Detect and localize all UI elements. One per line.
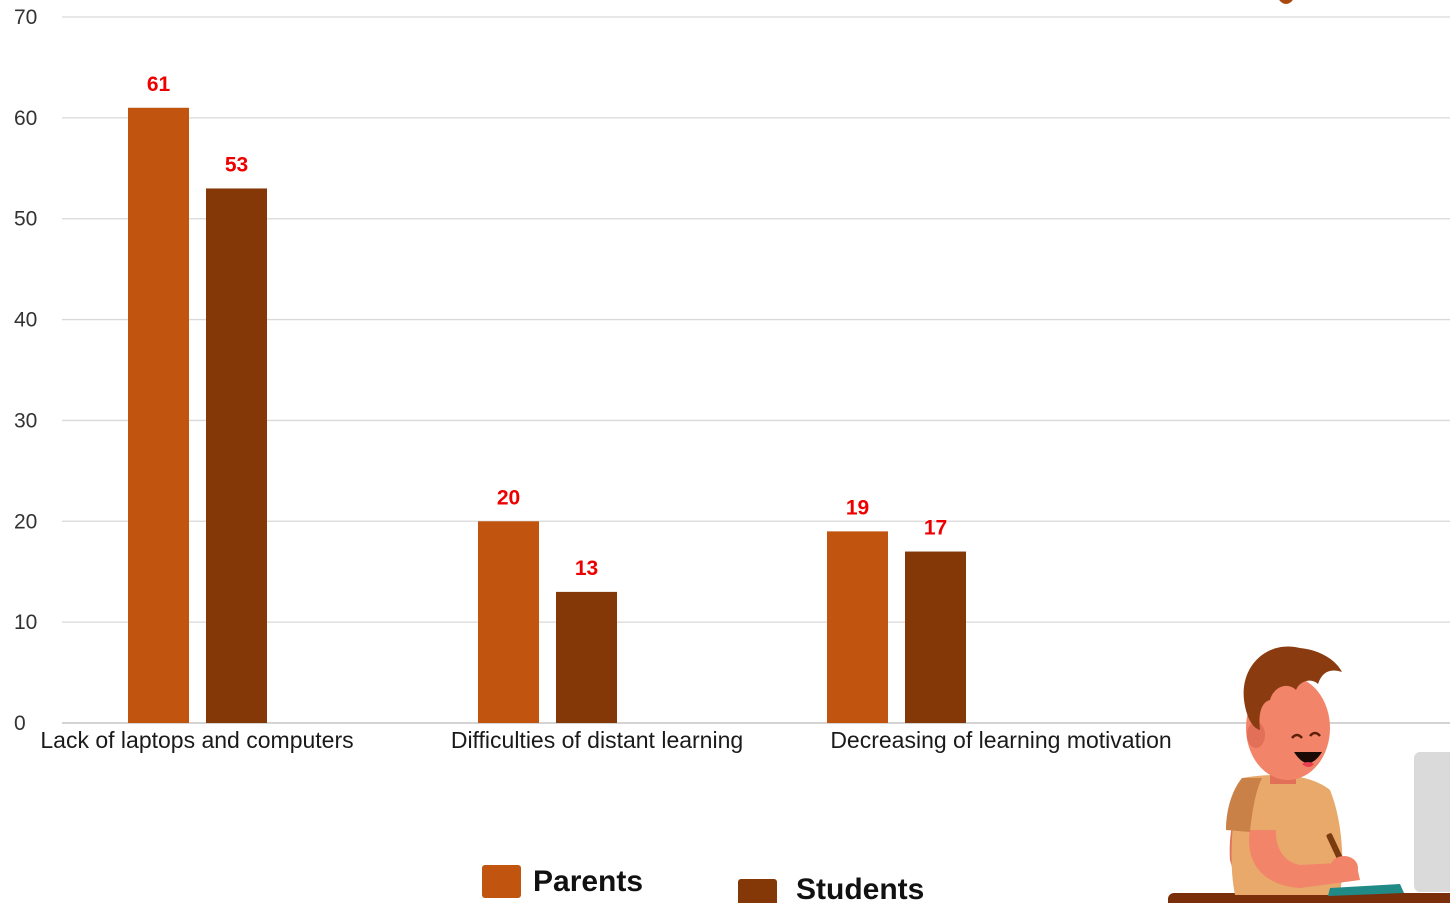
notebook (1328, 884, 1404, 896)
y-tick-label: 0 (14, 712, 26, 735)
legend: Parents Students (482, 865, 924, 903)
data-label: 53 (225, 153, 248, 176)
data-label: 61 (147, 73, 171, 96)
data-label: 20 (497, 486, 520, 509)
legend-label-students: Students (796, 873, 924, 903)
x-category-label: Decreasing of learning motivation (830, 727, 1171, 753)
y-tick-label: 70 (14, 6, 37, 29)
laptop-screen (1414, 752, 1450, 892)
y-tick-label: 30 (14, 409, 37, 432)
student-eye-right (1309, 731, 1321, 737)
student-sleeve (1226, 778, 1262, 832)
data-label: 17 (924, 517, 947, 540)
corner-mark (1279, 0, 1293, 4)
student-ear (1247, 722, 1265, 748)
bars (128, 107, 966, 724)
data-label: 19 (846, 496, 869, 519)
bar-parents-2 (827, 531, 888, 723)
y-tick-label: 10 (14, 611, 37, 634)
bar-students-2 (905, 551, 966, 723)
y-axis-ticks: 0 10 20 30 40 50 60 70 (14, 6, 37, 735)
x-axis-categories: Lack of laptops and computers Difficultie… (40, 727, 1171, 753)
gridlines (62, 16, 1450, 724)
student-hand (1330, 856, 1358, 880)
bar-parents-1 (478, 521, 539, 723)
bar-students-0 (206, 188, 267, 723)
data-label: 13 (575, 557, 598, 580)
student-hair (1243, 646, 1342, 730)
data-labels: 61 53 20 13 19 17 (147, 73, 947, 580)
x-category-label: Difficulties of distant learning (451, 727, 743, 753)
legend-label-parents: Parents (533, 865, 643, 898)
bar-parents-0 (128, 107, 189, 724)
student-laptop-illustration (1168, 646, 1450, 903)
student-tongue (1302, 762, 1314, 767)
bar-students-1 (556, 591, 617, 723)
student-eye-left (1291, 733, 1303, 739)
y-tick-label: 20 (14, 510, 37, 533)
y-tick-label: 60 (14, 107, 37, 130)
legend-swatch-students (738, 879, 777, 903)
y-tick-label: 40 (14, 309, 37, 332)
desk (1168, 893, 1450, 903)
y-tick-label: 50 (14, 208, 37, 231)
x-category-label: Lack of laptops and computers (40, 727, 353, 753)
student-mouth (1294, 752, 1322, 763)
legend-swatch-parents (482, 865, 521, 898)
